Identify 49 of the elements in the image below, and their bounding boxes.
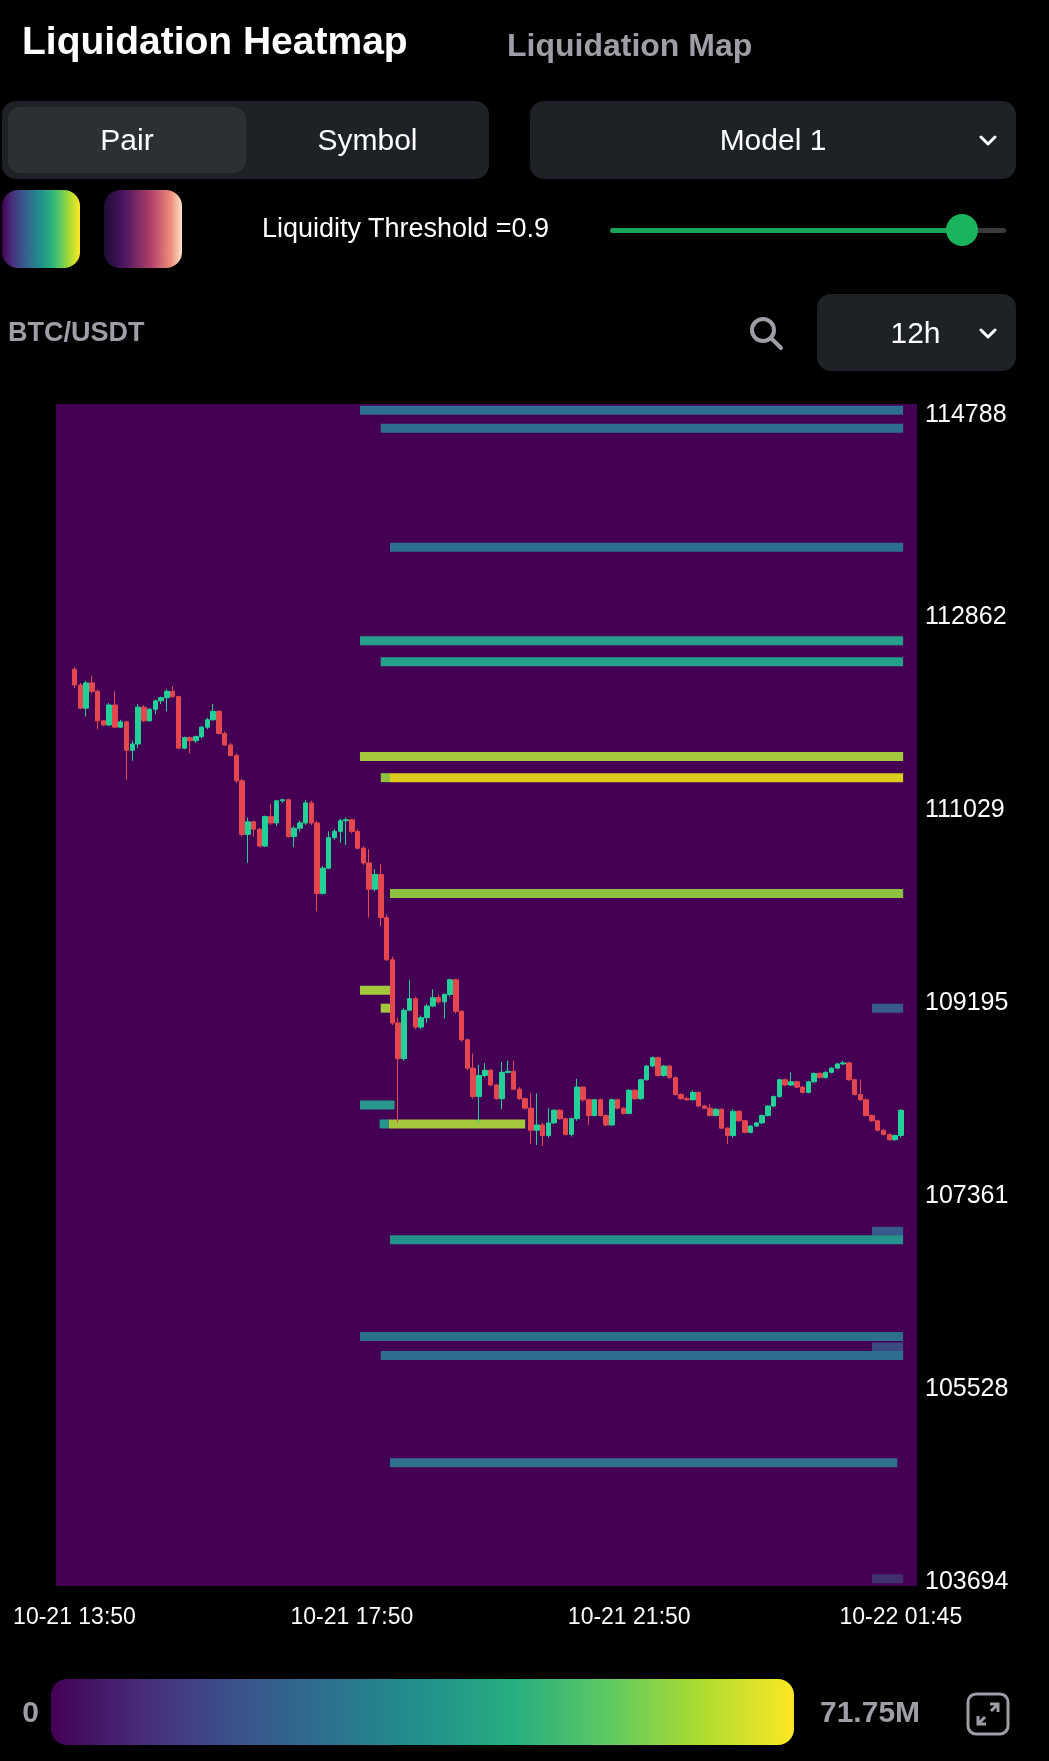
x-tick-label: 10-21 13:50 — [13, 1602, 136, 1629]
y-tick-label: 112862 — [925, 601, 1007, 630]
segmented-control: Pair Symbol — [2, 101, 489, 179]
y-tick-label: 103694 — [925, 1566, 1009, 1595]
candlestick — [182, 736, 187, 750]
candlestick — [817, 1071, 823, 1080]
candlestick — [262, 815, 268, 848]
dropdown: Model 1 — [530, 101, 1016, 179]
chart-subtitle: BTC/USDT — [8, 317, 145, 348]
x-tick-label: 10-21 17:50 — [290, 1602, 414, 1629]
y-tick-label: 109195 — [925, 987, 1009, 1016]
candlestick — [118, 719, 123, 729]
candlestick — [540, 1122, 545, 1147]
y-tick-label: 105528 — [925, 1373, 1009, 1402]
candlestick — [632, 1088, 638, 1101]
candlestick — [730, 1108, 736, 1139]
candlestick — [141, 704, 147, 723]
candlestick — [626, 1088, 632, 1115]
candlestick — [534, 1092, 540, 1146]
color-bar-label: 0 — [22, 1694, 39, 1730]
candlestick — [245, 817, 251, 864]
candlestick — [592, 1098, 597, 1118]
candlestick — [372, 868, 378, 892]
y-tick-label: 107361 — [925, 1180, 1009, 1209]
candlestick — [782, 1078, 788, 1087]
candlestick — [286, 798, 291, 839]
text: Liquidity Threshold =0.9 — [262, 213, 549, 244]
chart-title: Liquidation Heatmap — [22, 19, 408, 63]
y-tick-label: 111029 — [925, 794, 1005, 823]
candlestick — [609, 1098, 615, 1127]
candlestick — [106, 702, 112, 727]
candlestick — [268, 803, 274, 826]
candlestick — [124, 720, 129, 781]
candlestick — [413, 996, 418, 1030]
text: Liquidation Map — [507, 27, 753, 64]
x-tick-label: 10-21 21:50 — [567, 1602, 691, 1629]
candlestick — [690, 1089, 696, 1102]
candlestick — [83, 680, 89, 718]
y-tick-label: 114788 — [925, 398, 1007, 427]
candlestick — [187, 736, 193, 754]
x-tick-label: 10-22 01:45 — [839, 1602, 963, 1629]
candlestick — [436, 993, 441, 1005]
color-bar-label: 71.75M — [820, 1694, 921, 1730]
candlestick — [788, 1071, 794, 1087]
candlestick — [655, 1056, 661, 1078]
dropdown: 12h — [817, 294, 1016, 371]
candlestick — [112, 690, 118, 729]
candlestick — [661, 1064, 667, 1078]
candlestick — [713, 1107, 719, 1118]
